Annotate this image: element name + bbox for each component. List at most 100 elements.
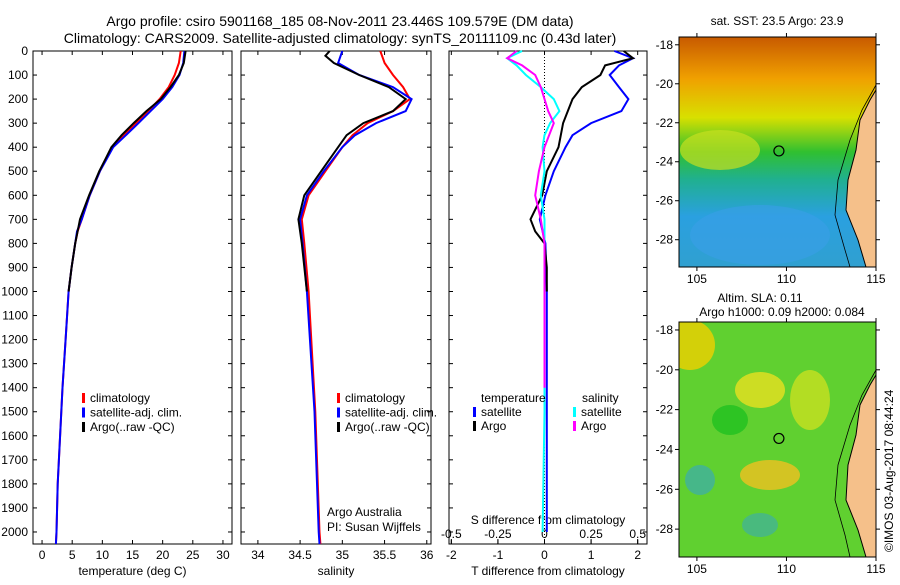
sst-cool-patch (690, 205, 830, 265)
x-tick-label: -1 (493, 548, 504, 562)
legend-swatch (573, 407, 576, 417)
legend-swatch (473, 407, 476, 417)
legend-label: Argo (581, 419, 607, 433)
argo-location-marker (773, 432, 785, 445)
y-tick-label: 1700 (1, 453, 28, 467)
sst-warm-patch (680, 130, 760, 170)
legend-label: climatology (345, 391, 405, 405)
x2-tick-label: 0.5 (629, 527, 646, 541)
lat-tick-label: -18 (656, 323, 674, 337)
y-tick-label: 2000 (1, 525, 28, 539)
axes-frame (448, 50, 648, 545)
y-tick-label: 1600 (1, 429, 28, 443)
axes-frame (240, 50, 432, 545)
legend-swatch (82, 393, 85, 403)
legend-swatch (82, 422, 85, 432)
title-line-2: Climatology: CARS2009. Satellite-adjuste… (64, 30, 617, 46)
series-line-s-argo (505, 50, 555, 388)
sla-patch (790, 370, 830, 430)
lon-tick-label: 110 (777, 272, 796, 286)
x-axis-label: temperature (deg C) (78, 564, 186, 578)
x-tick-label: 36 (420, 548, 434, 562)
sla-patch (679, 322, 715, 370)
x-tick-label: 25 (186, 548, 200, 562)
lon-tick-label: 105 (687, 272, 707, 286)
lat-tick-label: -28 (656, 522, 674, 536)
legend-swatch (337, 407, 340, 418)
legend-label: Argo (481, 419, 507, 433)
profile-panel-1: 0100200300400500600700800900100011001200… (1, 44, 233, 578)
x-tick-label: 10 (96, 548, 110, 562)
y-tick-label: 800 (8, 236, 28, 250)
series-line-satellite (299, 50, 413, 545)
x-tick-label: 0 (541, 548, 548, 562)
x-tick-label: 30 (216, 548, 230, 562)
sla-map-title-1: Altim. SLA: 0.11 (717, 291, 802, 305)
sla-patch (735, 372, 785, 408)
y-tick-label: 400 (8, 140, 28, 154)
legend-swatch (573, 421, 576, 431)
sla-map-title-2: Argo h1000: 0.09 h2000: 0.084 (699, 305, 865, 319)
sst-map-title: sat. SST: 23.5 Argo: 23.9 (711, 14, 844, 28)
x-tick-label: -2 (446, 548, 457, 562)
x-axis-label: T difference from climatology (471, 564, 625, 578)
y-tick-label: 1300 (1, 357, 28, 371)
legend-swatch (337, 393, 340, 403)
sla-patch (742, 513, 778, 537)
series-line-satellite (54, 50, 186, 545)
land (845, 322, 876, 557)
y-tick-label: 300 (8, 116, 28, 130)
x-tick-label: 2 (634, 548, 641, 562)
series-line-climatology (300, 50, 412, 545)
x-tick-label: 1 (588, 548, 595, 562)
y-tick-label: 1500 (1, 405, 28, 419)
y-tick-label: 100 (8, 68, 28, 82)
x-tick-label: 20 (156, 548, 170, 562)
legend-label: satellite (481, 405, 522, 419)
lat-tick-label: -28 (656, 233, 674, 247)
x-axis-label: salinity (318, 564, 355, 578)
legend-title-salinity: salinity (582, 391, 619, 405)
y-tick-label: 600 (8, 188, 28, 202)
legend-label: satellite-adj. clim. (90, 406, 182, 420)
x-tick-label: 5 (69, 548, 76, 562)
x2-axis-label: S difference from climatology (471, 513, 626, 527)
sla-field (679, 322, 876, 557)
series-line-argo (297, 50, 408, 292)
y-tick-label: 0 (21, 44, 28, 58)
x-tick-label: 15 (126, 548, 140, 562)
x-tick-label: 35.5 (373, 548, 397, 562)
series-line-climatology (54, 50, 182, 545)
sla-patch (740, 460, 800, 490)
sst-map-frame (678, 36, 877, 268)
y-tick-label: 1200 (1, 333, 28, 347)
sst-map: sat. SST: 23.5 Argo: 23.9 105 110 115 -18 -2… (656, 14, 886, 286)
legend-title-temperature: temperature (481, 391, 546, 405)
lon-tick-label: 115 (866, 562, 885, 576)
x-tick-label: 34 (251, 548, 265, 562)
sla-patch (712, 405, 748, 435)
legend-label: satellite (581, 405, 622, 419)
legend-swatch (473, 421, 476, 431)
y-tick-label: 1100 (2, 309, 28, 323)
x2-tick-label: -0.25 (484, 527, 512, 541)
legend-label: satellite-adj. clim. (345, 406, 437, 420)
x-tick-label: 34.5 (288, 548, 312, 562)
x-tick-label: 35 (336, 548, 350, 562)
y-tick-label: 1800 (1, 477, 28, 491)
x-tick-label: 0 (39, 548, 46, 562)
lon-tick-label: 115 (866, 272, 885, 286)
lat-tick-label: -22 (656, 403, 674, 417)
lat-tick-label: -26 (656, 194, 674, 208)
sla-map-frame (678, 321, 877, 558)
pi-text: PI: Susan Wijffels (327, 520, 421, 534)
lat-tick-label: -20 (656, 363, 674, 377)
legend-swatch (337, 422, 340, 432)
legend-label: Argo(..raw -QC) (345, 420, 430, 434)
series-line-argo (67, 50, 187, 292)
title-line-1: Argo profile: csiro 5901168_185 08-Nov-2… (106, 13, 573, 29)
argo-location-marker (773, 145, 785, 157)
sla-patch (685, 465, 715, 495)
lat-tick-label: -20 (656, 77, 674, 91)
